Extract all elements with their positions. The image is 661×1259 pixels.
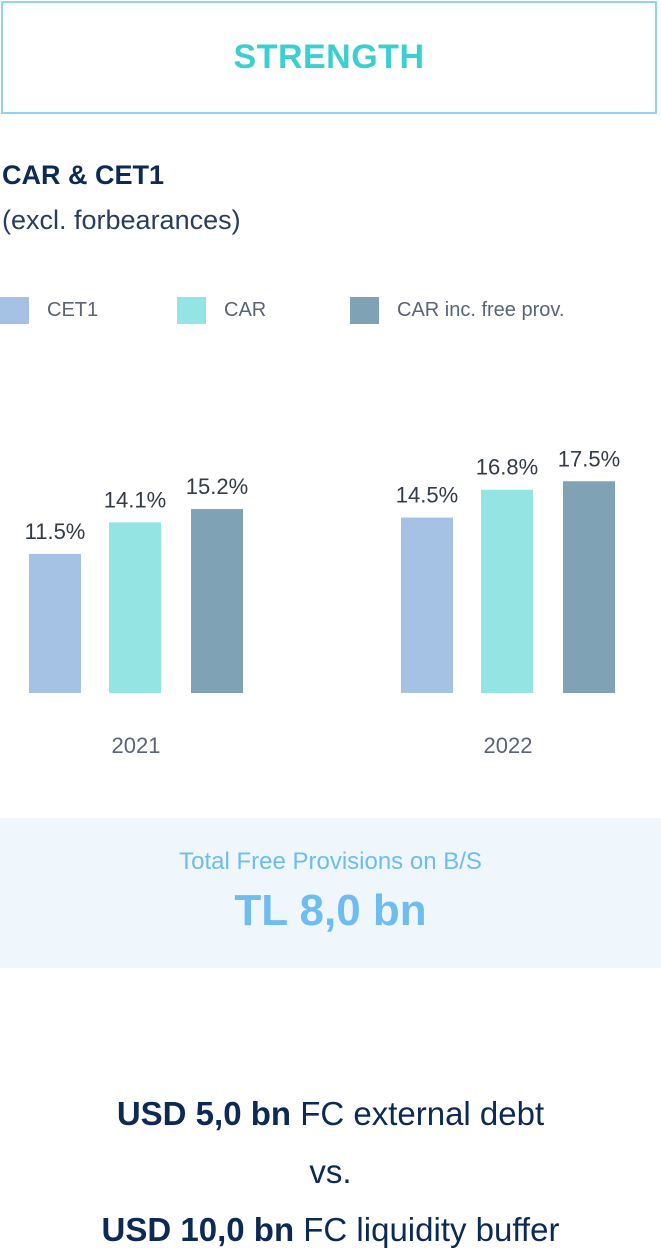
footer-line-vs: vs. [0, 1143, 661, 1201]
bar-chart: 11.5% 14.1% 15.2% 2021 14.5% 16.8% 17.5% 2022 [25, 446, 621, 758]
data-label-2021-cet1: 11.5% [25, 519, 86, 544]
footer-summary: USD 5,0 bn FC external debt vs. USD 10,0… [0, 1085, 661, 1259]
external-debt-text: FC external debt [291, 1095, 545, 1132]
free-provisions-label: Total Free Provisions on B/S [179, 848, 482, 875]
data-label-2022-car: 16.8% [476, 455, 538, 480]
chart-subtitle: (excl. forbearances) [2, 205, 241, 235]
footer-line-debt: USD 5,0 bn FC external debt [0, 1085, 661, 1143]
footer-line-buffer: USD 10,0 bn FC liquidity buffer [0, 1201, 661, 1259]
legend-swatch-cet1 [0, 297, 29, 324]
chart-legend: CET1 CAR CAR inc. free prov. [0, 297, 661, 327]
legend-label-car-free-prov: CAR inc. free prov. [397, 299, 565, 321]
bar-2022-cet1 [401, 517, 453, 693]
bar-2022-car [481, 489, 533, 693]
bar-2022-car-inc-free-prov- [563, 481, 615, 693]
bar-2021-cet1 [29, 553, 81, 693]
bar-2021-car [109, 522, 161, 693]
data-label-2022-car-inc-free-prov-: 17.5% [558, 446, 620, 471]
category-label-2022: 2022 [484, 733, 533, 758]
data-label-2021-car-inc-free-prov-: 15.2% [186, 474, 248, 499]
chart-title: CAR & CET1 [2, 160, 165, 190]
legend-swatch-car-free-prov [350, 297, 379, 324]
legend-label-cet1: CET1 [47, 299, 99, 321]
legend-item-car: CAR [177, 297, 266, 324]
data-label-2021-car: 14.1% [104, 487, 166, 512]
bar-2021-car-inc-free-prov- [191, 509, 243, 693]
free-provisions-value: TL 8,0 bn [234, 886, 427, 935]
free-provisions-panel: Total Free Provisions on B/S TL 8,0 bn [0, 818, 661, 968]
header-title: STRENGTH [233, 38, 425, 76]
header-box: STRENGTH [1, 1, 657, 114]
vs-text: vs. [309, 1153, 352, 1190]
category-label-2021: 2021 [112, 733, 161, 758]
liquidity-buffer-amount: USD 10,0 bn [101, 1211, 295, 1248]
external-debt-amount: USD 5,0 bn [116, 1095, 292, 1132]
data-label-2022-cet1: 14.5% [396, 483, 458, 508]
liquidity-buffer-text: FC liquidity buffer [294, 1211, 560, 1248]
legend-swatch-car [177, 297, 206, 324]
legend-item-cet1: CET1 [0, 297, 98, 324]
legend-item-car-free-prov: CAR inc. free prov. [350, 297, 564, 324]
legend-label-car: CAR [224, 299, 267, 321]
